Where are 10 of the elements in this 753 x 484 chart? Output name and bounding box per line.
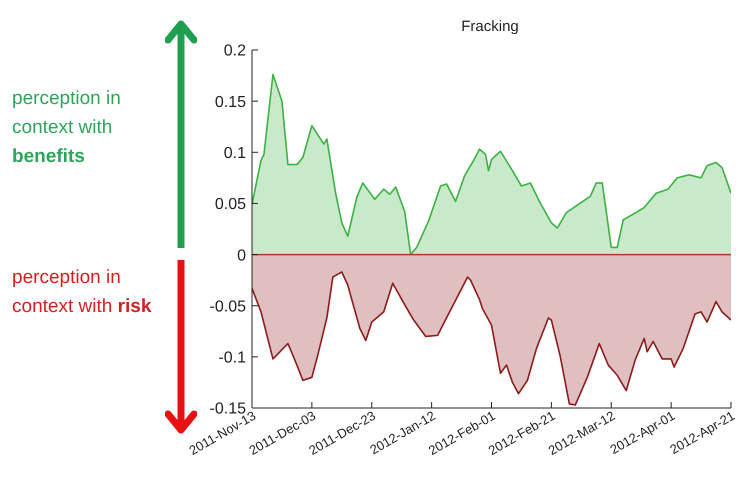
y-tick-label: 0.1 (224, 144, 246, 162)
text: perception in context with risk (12, 266, 152, 319)
y-tick-label: 0 (237, 247, 246, 264)
y-tick-label: 0.05 (214, 196, 246, 214)
y-tick-label: -0.1 (218, 350, 246, 367)
y-tick-label: -0.05 (210, 298, 246, 316)
y-tick-label: 0.2 (224, 42, 246, 60)
text: perception in context with benefits (12, 87, 122, 169)
chart-title: Fracking (460, 18, 520, 35)
y-tick-label: 0.15 (214, 94, 246, 111)
